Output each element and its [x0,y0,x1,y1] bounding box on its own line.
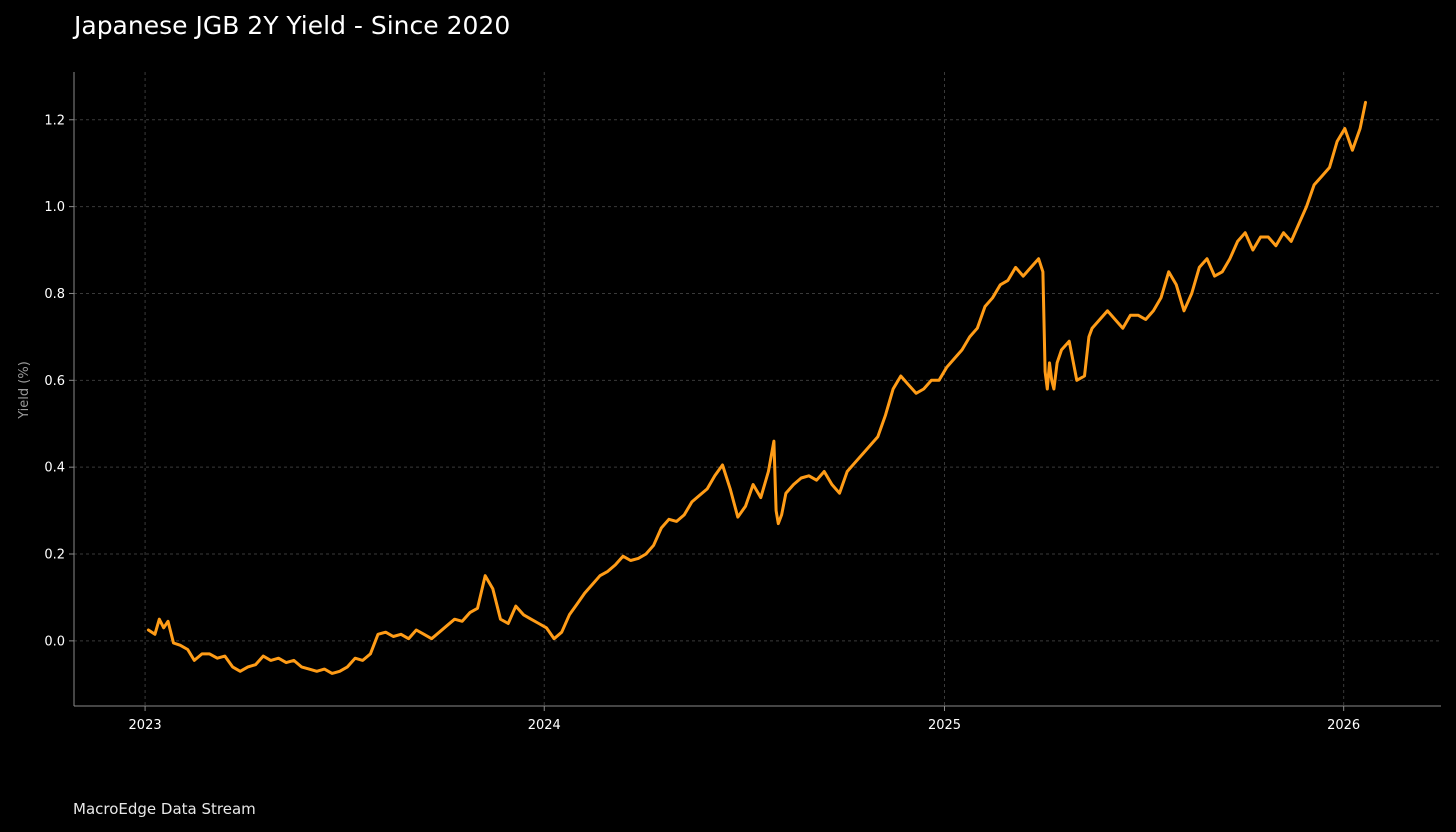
x-tick-label: 2025 [928,718,961,733]
y-tick-label: 1.0 [44,200,65,215]
series-layer [146,100,1367,675]
y-axis-label: Yield (%) [17,361,32,420]
tick-labels: 0.0 0.2 0.4 0.6 0.8 1.0 1.2 2023 2024 2025 2026 [44,113,1360,733]
chart-axes [69,72,1441,711]
source-footer: MacroEdge Data Stream [73,800,256,818]
x-tick-label: 2023 [129,718,162,733]
x-tick-label: 2024 [528,718,561,733]
y-tick-label: 0.0 [44,634,65,649]
chart-title: Japanese JGB 2Y Yield - Since 2020 [74,11,511,40]
y-tick-label: 0.4 [44,461,65,476]
yield-series-line [146,100,1367,675]
y-tick-label: 0.2 [44,548,65,563]
x-tick-label: 2026 [1327,718,1360,733]
y-tick-label: 1.2 [44,113,65,128]
y-tick-label: 0.8 [44,287,65,302]
grid-lines [74,72,1441,706]
y-tick-label: 0.6 [44,374,65,389]
